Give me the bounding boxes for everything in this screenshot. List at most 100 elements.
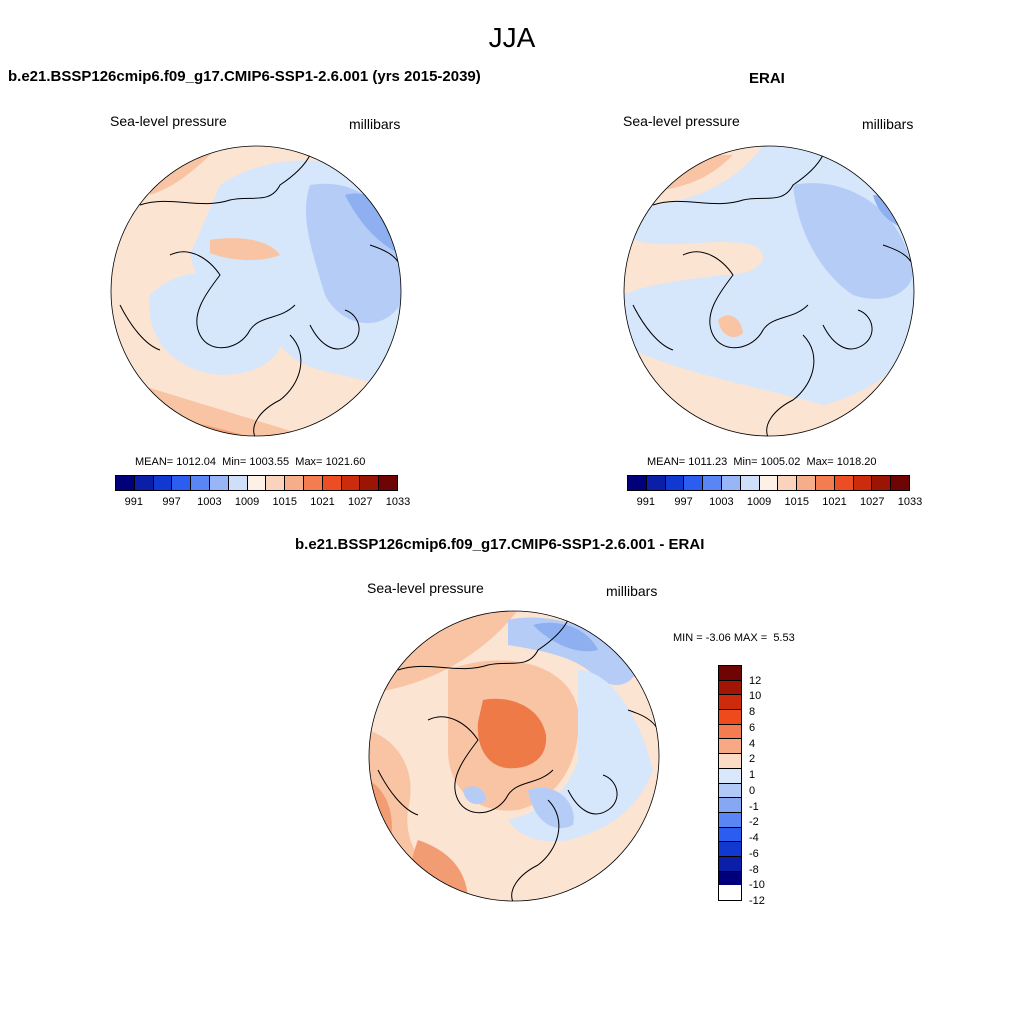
diff-colorbar-tick-label: 1 [749,769,756,782]
obs-variable-label: Sea-level pressure [623,113,740,129]
diff-colorbar-swatch [719,710,741,725]
obs-colorbar-swatch [703,476,722,490]
model-min-label: Min= [222,456,247,468]
model-colorbar-swatch [134,476,154,490]
diff-units-label: millibars [606,583,658,599]
obs-colorbar-swatch [721,476,741,490]
obs-min-value: 1005.02 [760,456,801,468]
model-colorbar-swatch [116,476,135,490]
diff-colorbar-swatch [719,812,741,828]
obs-colorbar-swatch [853,476,873,490]
obs-polar-map [623,145,915,437]
diff-min-value: -3.06 [705,632,731,644]
obs-colorbar-swatch [684,476,704,490]
diff-colorbar [718,665,742,901]
obs-max-value: 1018.20 [836,456,877,468]
diff-colorbar-ticks: 12 10 8 6 4 2 1 0 -1 -2 -4 -6 -8 -10 -12 [749,665,789,907]
diff-colorbar-tick-label: -10 [749,879,765,892]
model-colorbar-swatch [341,476,361,490]
diff-colorbar-swatch [719,739,741,755]
model-colorbar-swatch [153,476,173,490]
obs-max-label: Max= [806,456,834,468]
diff-colorbar-tick-label: 6 [749,721,756,734]
diff-colorbar-tick-label: 10 [749,690,762,703]
model-colorbar-swatch [191,476,210,490]
obs-colorbar-tick-label: 1021 [822,496,847,508]
diff-colorbar-swatch [719,783,741,799]
model-max-value: 1021.60 [325,456,366,468]
diff-colorbar-tick-label: -2 [749,816,759,829]
obs-colorbar-swatch [815,476,835,490]
diff-colorbar-tick-label: 8 [749,706,756,719]
diff-colorbar-swatch [719,724,741,740]
obs-colorbar-tick-label: 1027 [860,496,885,508]
obs-colorbar-swatch [665,476,685,490]
diff-colorbar-swatch [719,856,741,872]
diff-colorbar-tick-label: 0 [749,784,756,797]
diff-colorbar-tick-label: -12 [749,895,765,907]
model-colorbar-tick-label: 1009 [234,496,260,508]
obs-panel-title: ERAI [749,70,785,87]
model-colorbar [115,475,398,491]
obs-colorbar-tick-label: 991 [636,496,656,508]
figure-title: JJA [488,22,536,53]
model-colorbar-swatch [228,476,248,490]
diff-colorbar-swatch [719,666,741,681]
model-colorbar-tick-label: 1003 [197,496,222,508]
diff-colorbar-swatch [719,754,741,769]
diff-colorbar-swatch [719,842,741,857]
obs-colorbar-swatch [759,476,779,490]
diff-colorbar-swatch [719,871,741,886]
model-colorbar-tick-label: 1021 [310,496,335,508]
obs-colorbar-ticks: 991 997 1003 1009 1015 1021 1027 1033 [627,496,923,510]
obs-colorbar-swatch [872,476,892,490]
model-colorbar-swatch [303,476,323,490]
diff-colorbar-tick-label: 2 [749,753,756,766]
model-colorbar-swatch [285,476,304,490]
diff-colorbar-swatch [719,827,741,843]
obs-colorbar-swatch [740,476,760,490]
model-colorbar-ticks: 991 997 1003 1009 1015 1021 1027 1033 [115,496,411,510]
obs-colorbar [627,475,910,491]
obs-colorbar-swatch [797,476,816,490]
diff-colorbar-swatch [719,768,741,784]
model-min-value: 1003.55 [249,456,290,468]
diff-colorbar-tick-label: -1 [749,800,759,813]
obs-units-label: millibars [862,116,914,132]
model-mean-label: MEAN= [135,456,174,468]
model-colorbar-swatch [172,476,192,490]
diff-panel-title: b.e21.BSSP126cmip6.f09_g17.CMIP6-SSP1-2.… [295,536,705,553]
diff-max-label: MAX = [733,632,768,644]
obs-colorbar-tick-label: 997 [674,496,693,508]
model-colorbar-tick-label: 1015 [272,496,298,508]
obs-colorbar-swatch [628,476,647,490]
obs-min-label: Min= [733,456,758,468]
obs-colorbar-tick-label: 1015 [784,496,810,508]
model-colorbar-tick-label: 1033 [385,496,411,508]
diff-colorbar-tick-label: 12 [749,674,762,687]
diff-colorbar-swatch [719,680,741,696]
obs-mean-label: MEAN= [647,456,686,468]
obs-colorbar-swatch [778,476,798,490]
diff-colorbar-tick-label: 4 [749,737,756,750]
obs-stats: MEAN= 1011.23 Min= 1005.02 Max= 1018.20 [647,456,877,468]
diff-min-label: MIN = [673,632,703,644]
obs-colorbar-tick-label: 1009 [746,496,772,508]
diff-stats: MIN = -3.06 MAX = 5.53 [673,632,795,644]
diff-polar-map [368,610,660,902]
model-colorbar-tick-label: 997 [162,496,181,508]
model-colorbar-tick-label: 991 [124,496,144,508]
diff-colorbar-tick-label: -4 [749,832,759,845]
model-panel-title: b.e21.BSSP126cmip6.f09_g17.CMIP6-SSP1-2.… [8,68,481,85]
obs-colorbar-swatch [891,476,909,490]
model-colorbar-swatch [247,476,267,490]
diff-max-value: 5.53 [773,632,795,644]
diff-colorbar-swatch [719,798,741,813]
model-colorbar-swatch [322,476,342,490]
model-max-label: Max= [295,456,323,468]
model-polar-map [110,145,402,437]
diff-colorbar-tick-label: -8 [749,863,759,876]
obs-colorbar-swatch [834,476,854,490]
obs-mean-value: 1011.23 [688,456,728,468]
obs-colorbar-swatch [646,476,666,490]
